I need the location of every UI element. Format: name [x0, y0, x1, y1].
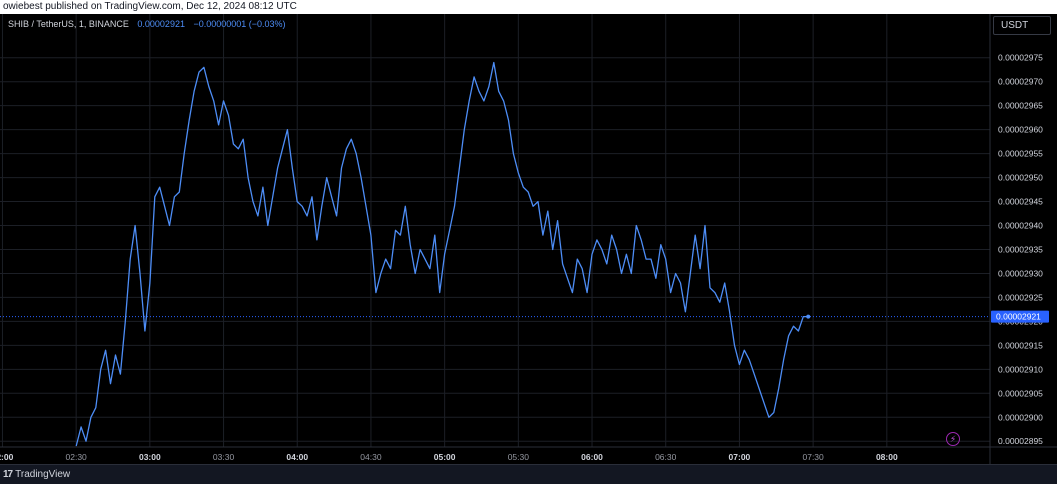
price-tick-label: 0.00002930: [998, 268, 1043, 278]
price-tick-label: 0.00002975: [998, 53, 1043, 63]
last-price-point: [806, 314, 811, 319]
time-tick-label: 03:30: [213, 452, 235, 462]
price-tick-label: 0.00002895: [998, 436, 1043, 446]
price-tick-label: 0.00002945: [998, 197, 1043, 207]
price-tick-label: 0.00002900: [998, 412, 1043, 422]
symbol-name[interactable]: SHIB / TetherUS, 1, BINANCE: [8, 19, 129, 29]
time-tick-label: 06:30: [655, 452, 677, 462]
time-tick-label: 03:00: [139, 452, 161, 462]
price-tick-label: 0.00002960: [998, 125, 1043, 135]
time-tick-label: 04:30: [360, 452, 382, 462]
time-tick-label: 07:00: [729, 452, 751, 462]
symbol-legend: SHIB / TetherUS, 1, BINANCE 0.00002921 −…: [8, 18, 286, 30]
time-tick-label: 05:30: [508, 452, 530, 462]
time-axis[interactable]: 02:00 02:30 03:00 03:30 04:00 04:30 05:00 05:30…: [0, 452, 898, 462]
time-tick-label: 02:30: [66, 452, 88, 462]
price-tick-label: 0.00002970: [998, 77, 1043, 87]
tradingview-logo[interactable]: 17 TradingView: [3, 469, 70, 481]
time-tick-label: 04:00: [286, 452, 308, 462]
currency-button[interactable]: USDT: [993, 16, 1051, 35]
publish-info-bar: owiebest published on TradingView.com, D…: [0, 0, 1057, 14]
time-tick-label: 05:00: [434, 452, 456, 462]
published-text: owiebest published on TradingView.com, D…: [3, 1, 297, 12]
chart-grid: [0, 14, 990, 447]
tradingview-logo-mark: 17: [3, 469, 13, 480]
price-tick-label: 0.00002935: [998, 244, 1043, 254]
legend-change: −0.00000001 (−0.03%): [193, 19, 286, 29]
price-axis[interactable]: 0.00002975 0.00002970 0.00002965 0.00002960…: [998, 53, 1043, 447]
time-tick-label: 07:30: [802, 452, 824, 462]
price-tick-label: 0.00002965: [998, 101, 1043, 111]
price-tick-label: 0.00002910: [998, 364, 1043, 374]
price-line-series: [75, 61, 809, 447]
price-tick-label: 0.00002955: [998, 149, 1043, 159]
last-price-label: 0.00002921: [991, 310, 1049, 323]
time-tick-label: 02:00: [0, 452, 14, 462]
price-tick-label: 0.00002950: [998, 173, 1043, 183]
last-price-label-text: 0.00002921: [996, 312, 1041, 322]
time-tick-label: 06:00: [581, 452, 603, 462]
footer-bar: 17 TradingView: [0, 464, 1057, 484]
time-tick-label: 08:00: [876, 452, 898, 462]
price-tick-label: 0.00002940: [998, 221, 1043, 231]
price-tick-label: 0.00002905: [998, 388, 1043, 398]
lightning-icon[interactable]: ⚡: [946, 432, 960, 446]
tradingview-brand: TradingView: [15, 469, 71, 480]
price-tick-label: 0.00002925: [998, 292, 1043, 302]
legend-price: 0.00002921: [137, 19, 185, 29]
price-tick-label: 0.00002915: [998, 340, 1043, 350]
